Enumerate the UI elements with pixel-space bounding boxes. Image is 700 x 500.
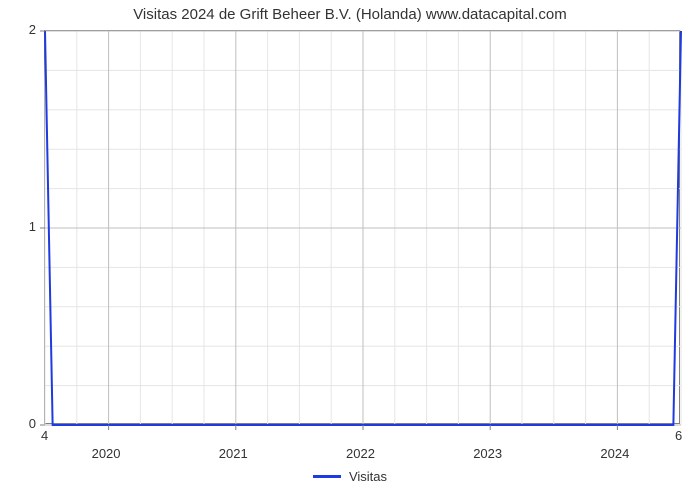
legend: Visitas (0, 468, 700, 484)
chart-title: Visitas 2024 de Grift Beheer B.V. (Holan… (0, 6, 700, 23)
legend-label: Visitas (349, 469, 387, 484)
x-tick-label: 2024 (600, 446, 629, 461)
x-tick-label: 2022 (346, 446, 375, 461)
x2-right-label: 6 (675, 428, 682, 443)
y-tick-label: 2 (29, 22, 36, 37)
x2-left-label: 4 (41, 428, 48, 443)
plot-area (44, 30, 680, 424)
x-tick-label: 2020 (92, 446, 121, 461)
y-tick-label: 0 (29, 416, 36, 431)
plot-svg (45, 31, 681, 425)
x-tick-label: 2023 (473, 446, 502, 461)
legend-swatch (313, 475, 341, 478)
x-tick-label: 2021 (219, 446, 248, 461)
chart-container: Visitas 2024 de Grift Beheer B.V. (Holan… (0, 0, 700, 500)
y-tick-label: 1 (29, 219, 36, 234)
